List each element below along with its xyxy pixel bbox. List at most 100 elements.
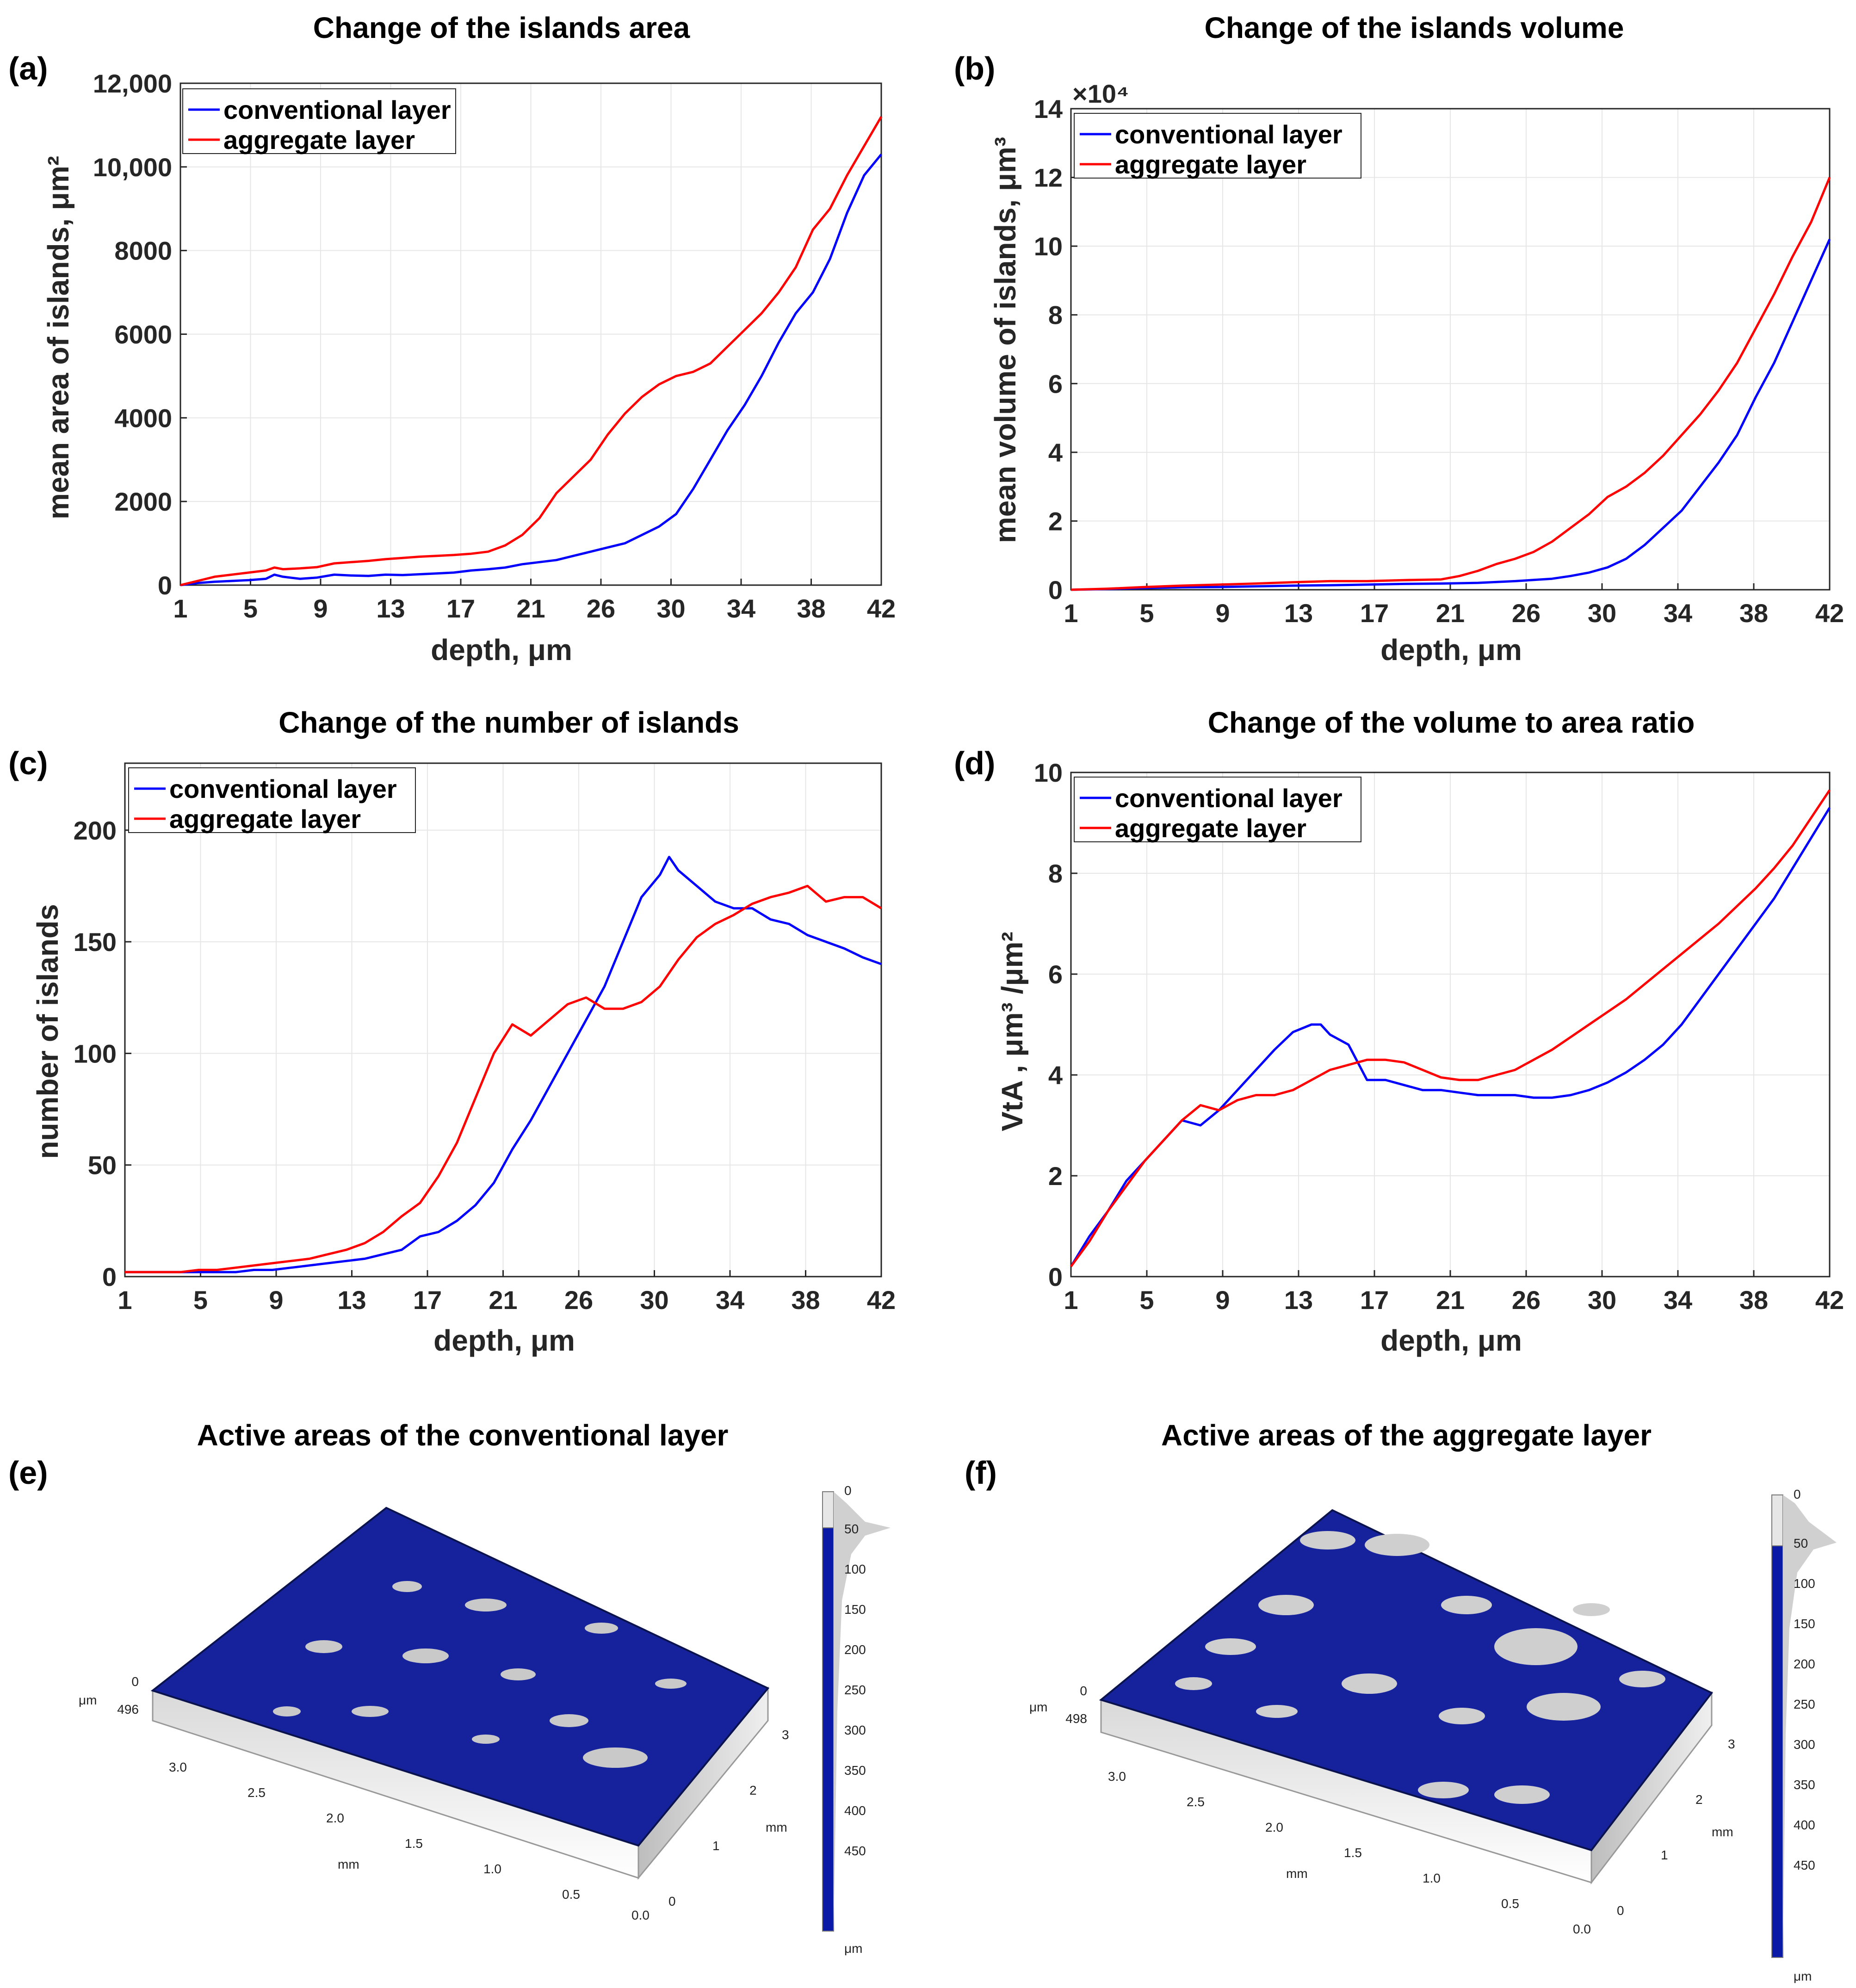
colorbar-tick: 150	[844, 1602, 866, 1617]
x-tick-label: 34	[1664, 1285, 1692, 1315]
colorbar-blue-segment	[822, 1527, 834, 1932]
series-line-aggregate	[1070, 789, 1831, 1267]
panel-label: (f)	[965, 1455, 997, 1491]
y-tick-label: 100	[74, 1039, 117, 1068]
x-tick-label: 13	[337, 1285, 366, 1315]
surface-title: Active areas of the aggregate layer	[1161, 1419, 1652, 1452]
x-tick: 2.0	[326, 1811, 344, 1825]
x-tick-label: 17	[1360, 599, 1389, 628]
y-axis-unit: mm	[766, 1820, 787, 1834]
y-tick: 2	[749, 1783, 757, 1797]
colorbar-tick: 200	[1794, 1657, 1815, 1671]
series-line-aggregate	[180, 116, 883, 587]
surface-top	[1099, 1509, 1714, 1852]
legend-entry: conventional layer	[223, 95, 451, 124]
y-tick-label: 200	[74, 816, 117, 845]
x-tick-label: 34	[727, 594, 755, 623]
y-tick-label: 2	[1048, 1161, 1063, 1191]
x-tick-label: 34	[716, 1285, 744, 1315]
colorbar	[822, 1491, 891, 1932]
colorbar-histogram	[1783, 1495, 1837, 1957]
legend-entry: conventional layer	[169, 774, 397, 803]
y-tick-label: 50	[88, 1151, 117, 1180]
colorbar-tick: 350	[1794, 1778, 1815, 1792]
x-tick-label: 13	[1284, 1285, 1313, 1315]
x-tick: 1.5	[405, 1836, 423, 1851]
x-tick-label: 38	[1739, 1285, 1768, 1315]
y-axis-label: mean area of islands, μm²	[42, 156, 75, 519]
legend-entry: conventional layer	[1115, 784, 1343, 813]
y-tick-label: 0	[158, 571, 172, 600]
legend-entry: aggregate layer	[1115, 150, 1306, 179]
x-tick-label: 38	[1739, 599, 1768, 628]
y-axis-ticks: 0 1 2 3	[1617, 1737, 1735, 1918]
x-tick-label: 26	[587, 594, 615, 623]
plot-area: 1 5 9 13 17 21 26 30 34 38 42 0 2 4 6 8 10 12 14 convention…	[1034, 94, 1844, 628]
x-tick-label: 26	[564, 1285, 593, 1315]
colorbar-tick: 0	[844, 1483, 852, 1498]
x-tick: 1.5	[1344, 1846, 1362, 1860]
x-tick-label: 21	[1436, 599, 1465, 628]
x-tick-label: 9	[1215, 1285, 1230, 1315]
colorbar-tick: 300	[1794, 1737, 1815, 1752]
plot-area: 1 5 9 13 17 21 26 30 34 38 42 0 50 100 150 200 conventio…	[74, 762, 896, 1315]
x-tick-label: 9	[313, 594, 328, 623]
x-tick-label: 38	[797, 594, 825, 623]
y-tick-label: 0	[1048, 1262, 1063, 1291]
panel-label: (d)	[954, 745, 995, 781]
y-tick-label: 6	[1048, 369, 1063, 398]
x-axis-label: depth, μm	[1380, 633, 1522, 667]
x-tick-label: 42	[867, 594, 896, 623]
y-tick-label: 12	[1034, 163, 1063, 192]
x-tick-label: 1	[1064, 599, 1078, 628]
plot-border	[124, 762, 882, 1278]
legend-entry: conventional layer	[1115, 120, 1343, 149]
x-tick-label: 5	[193, 1285, 208, 1315]
legend-box	[1074, 777, 1361, 842]
y-tick-label: 4	[1048, 1061, 1063, 1090]
y-tick-label: 2000	[114, 487, 172, 516]
y-tick-label: 6	[1048, 960, 1063, 989]
x-axis-label: depth, μm	[1380, 1324, 1522, 1357]
chart-panel-c: Change of the number of islands (c) dept…	[8, 706, 896, 1357]
legend-entry: aggregate layer	[223, 125, 415, 154]
y-tick: 3	[782, 1728, 789, 1742]
x-tick-label: 5	[243, 594, 258, 623]
x-tick-label: 42	[867, 1285, 896, 1315]
chart-title: Change of the volume to area ratio	[1208, 706, 1695, 739]
colorbar-unit: μm	[844, 1941, 862, 1956]
legend-entry: aggregate layer	[169, 804, 361, 833]
colorbar-tick: 50	[844, 1522, 859, 1536]
x-tick-label: 1	[173, 594, 187, 623]
x-tick-label: 34	[1664, 599, 1692, 628]
surface-panel-f: Active areas of the aggregate layer (f) …	[965, 1419, 1837, 1983]
x-tick-label: 42	[1815, 1285, 1844, 1315]
colorbar-tick: 150	[1794, 1617, 1815, 1631]
x-tick-label: 38	[791, 1285, 820, 1315]
plot-border	[179, 82, 882, 586]
x-axis-ticks: 3.0 2.5 2.0 1.5 1.0 0.5 0.0	[1108, 1769, 1591, 1936]
series-line-conventional	[180, 154, 882, 587]
x-tick-label: 17	[413, 1285, 442, 1315]
series-line-conventional	[125, 856, 882, 1273]
surface-title: Active areas of the conventional layer	[197, 1419, 729, 1452]
legend-box	[182, 88, 456, 154]
x-tick: 3.0	[1108, 1769, 1126, 1784]
x-tick-label: 13	[1284, 599, 1313, 628]
series-line-conventional	[1070, 239, 1831, 591]
chart-panel-a: Change of the islands area (a) depth, μm…	[8, 11, 896, 667]
colorbar-tick: 450	[1794, 1858, 1815, 1872]
x-tick: 2.5	[1187, 1795, 1205, 1809]
y-tick: 2	[1695, 1792, 1703, 1807]
legend-box	[128, 767, 416, 833]
colorbar-tick: 0	[1794, 1487, 1801, 1501]
y-tick-label: 10,000	[93, 153, 172, 182]
x-tick-label: 30	[1588, 1285, 1616, 1315]
plot-area: 1 5 9 13 17 21 26 30 34 38 42 0 2000 4000 6000 8000 10,0…	[93, 69, 896, 623]
y-tick-label: 12,000	[93, 69, 172, 98]
x-axis-label: depth, μm	[433, 1324, 575, 1357]
